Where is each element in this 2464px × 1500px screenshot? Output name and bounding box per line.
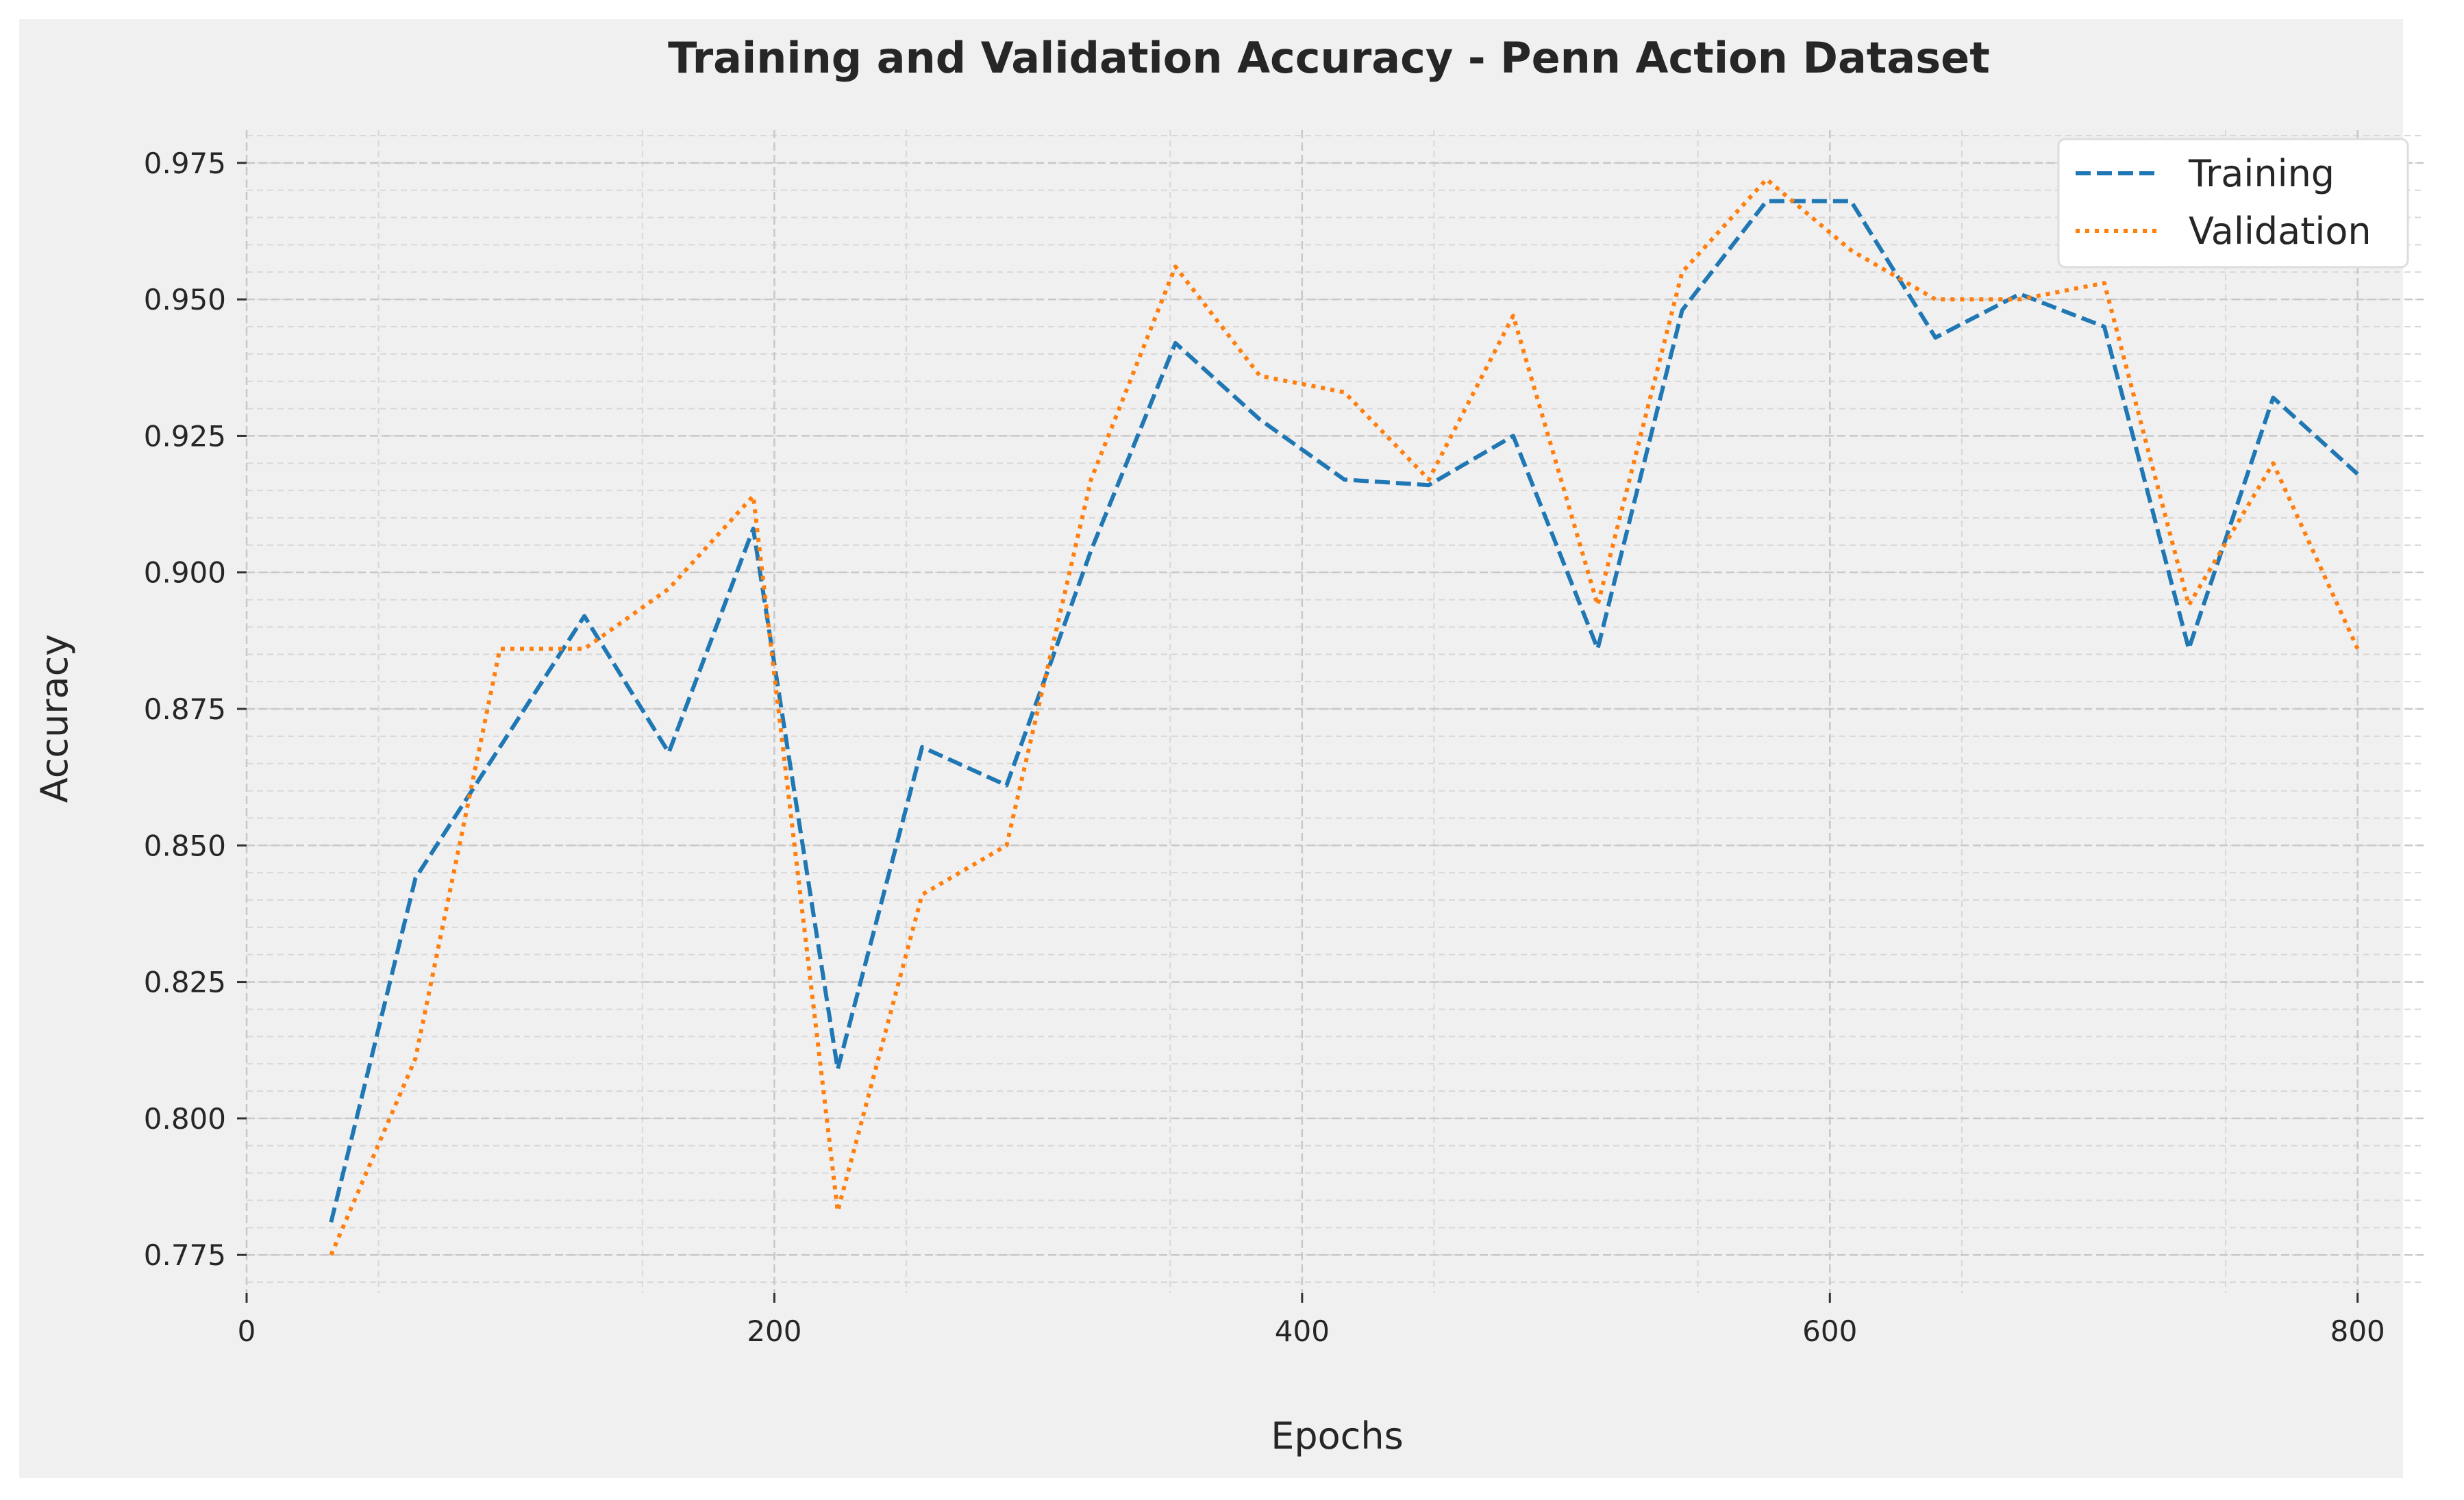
legend: Training Validation (2057, 138, 2409, 268)
x-tick-label: 400 (1275, 1314, 1330, 1348)
y-tick-label: 0.925 (144, 419, 226, 453)
x-tick-label: 600 (1802, 1314, 1857, 1348)
y-tick-label: 0.800 (144, 1102, 226, 1136)
legend-label-validation: Validation (2189, 210, 2372, 253)
chart-title: Training and Validation Accuracy - Penn … (668, 33, 1990, 83)
x-tick-label: 200 (747, 1314, 801, 1348)
legend-label-training: Training (2188, 152, 2335, 195)
y-tick-label: 0.975 (144, 147, 226, 180)
y-tick-label: 0.875 (144, 692, 226, 726)
major-grid (245, 130, 2424, 1293)
series-layer (329, 177, 2360, 1256)
x-axis-label: Epochs (1271, 1414, 1403, 1458)
y-tick-label: 0.900 (144, 556, 226, 590)
series-line-validation (329, 177, 2360, 1256)
x-tick-label: 0 (238, 1314, 256, 1348)
y-tick-label: 0.825 (144, 966, 226, 999)
y-tick-label: 0.850 (144, 829, 226, 862)
y-axis: 0.775 0.800 0.825 0.850 0.875 0.900 0.925 0.950… (144, 147, 247, 1272)
figure-background (19, 19, 2403, 1478)
y-tick-label: 0.950 (144, 283, 226, 316)
x-tick-label: 800 (2330, 1314, 2385, 1348)
legend-box (2057, 138, 2409, 268)
y-tick-label: 0.775 (144, 1238, 226, 1272)
x-axis: 0 200 400 600 800 (238, 1293, 2385, 1348)
series-line-training (329, 199, 2359, 1223)
y-axis-label: Accuracy (33, 634, 76, 803)
